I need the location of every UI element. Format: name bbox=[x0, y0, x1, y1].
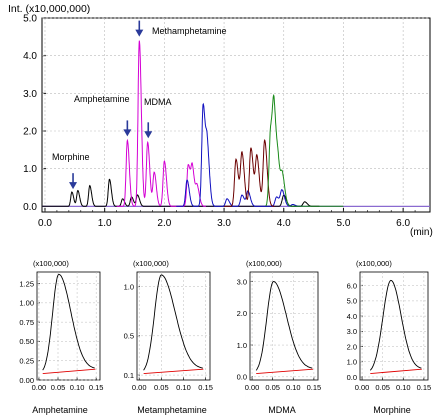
annotation-arrowhead bbox=[69, 182, 78, 190]
inset-x-tick-label: 0.15 bbox=[89, 383, 104, 392]
inset-frame bbox=[136, 271, 211, 381]
inset-compound-label: Morphine bbox=[373, 405, 411, 415]
annotation-label: Morphine bbox=[52, 152, 90, 162]
main-y-axis-label: Int. (x10,000,000) bbox=[8, 3, 90, 15]
inset-x-tick-label: 0.10 bbox=[70, 383, 85, 392]
inset-x-tick-label: 0.15 bbox=[307, 383, 322, 392]
inset-y-tick-label: 6.0 bbox=[347, 281, 357, 290]
inset-x-tick-label: 0.10 bbox=[396, 383, 411, 392]
inset-y-tick-label: 2.0 bbox=[347, 342, 357, 351]
main-plot-frame bbox=[41, 17, 431, 213]
inset-y-tick-label: 0.0 bbox=[347, 373, 357, 382]
inset-y-tick-label: 3.0 bbox=[347, 327, 357, 336]
main-y-tick-label: 5.0 bbox=[23, 14, 37, 25]
main-axes: 0.0 1.0 2.0 3.0 4.0 5.0 0.0 1.0 2.0 3.0 4.0 5.0 6.0 bbox=[23, 14, 431, 229]
inset-compound-label: MDMA bbox=[268, 405, 296, 415]
inset-x-tick-label: 0.05 bbox=[154, 383, 169, 392]
inset-peak-trace bbox=[42, 273, 95, 371]
annotation-arrowhead bbox=[144, 131, 153, 139]
inset-y-tick-label: 1.0 bbox=[237, 341, 247, 350]
inset-chart-4: (x100,000) 0.0 1.0 2.0 3.0 4.0 5.0 6.0 0.00 0.05 0… bbox=[347, 259, 432, 415]
inset-y-tick-label: 0.1 bbox=[124, 371, 134, 380]
inset-x-tick-label: 0.10 bbox=[176, 383, 191, 392]
annotation-label: Methamphetamine bbox=[152, 26, 227, 36]
inset-frame bbox=[249, 271, 319, 381]
main-y-tick-label: 4.0 bbox=[23, 51, 37, 62]
inset-chart-3: (x100,000) 0.0 1.0 2.0 3.0 0.00 0.05 0.10 0.15 MD… bbox=[237, 259, 322, 415]
inset-y-tick-label: 2.0 bbox=[237, 309, 247, 318]
main-chromatogram: Int. (x10,000,000) 0.01.02.03.04.05.00.0… bbox=[8, 3, 433, 238]
main-y-tick-label: 2.0 bbox=[23, 127, 37, 138]
inset-y-tick-label: 1.0 bbox=[347, 358, 357, 367]
inset-x-tick-label: 0.00 bbox=[132, 383, 147, 392]
inset-baseline bbox=[143, 368, 204, 374]
main-trace-3 bbox=[224, 139, 275, 207]
main-trace-2 bbox=[176, 102, 302, 207]
main-x-tick-label: 2.0 bbox=[157, 218, 171, 229]
inset-x-tick-label: 0.15 bbox=[198, 383, 213, 392]
inset-x-tick-label: 0.00 bbox=[355, 383, 370, 392]
main-y-tick-label: 3.0 bbox=[23, 89, 37, 100]
inset-chart-1: (x100,000) 0.00 0.25 0.50 0.75 1.00 1.25 0.00 0.… bbox=[19, 259, 103, 415]
main-trace-group bbox=[42, 40, 430, 207]
inset-x-tick-label: 0.00 bbox=[32, 383, 47, 392]
main-x-unit-label: (min) bbox=[410, 227, 433, 238]
inset-frame bbox=[36, 271, 101, 381]
inset-x-tick-label: 0.05 bbox=[265, 383, 280, 392]
inset-peak-trace bbox=[143, 274, 203, 371]
inset-y-tick-label: 0.5 bbox=[124, 332, 134, 341]
inset-y-scale-label: (x100,000) bbox=[356, 259, 392, 268]
main-x-tick-label: 1.0 bbox=[98, 218, 112, 229]
inset-y-tick-label: 1.00 bbox=[19, 299, 34, 308]
inset-y-scale-label: (x100,000) bbox=[246, 259, 282, 268]
main-trace-4 bbox=[265, 93, 344, 207]
main-x-tick-label: 5.0 bbox=[336, 218, 350, 229]
inset-y-scale-label: (x100,000) bbox=[133, 259, 169, 268]
inset-y-scale-label: (x100,000) bbox=[33, 259, 69, 268]
inset-x-tick-label: 0.05 bbox=[51, 383, 66, 392]
inset-y-tick-label: 4.0 bbox=[347, 312, 357, 321]
main-trace-0 bbox=[42, 178, 320, 207]
annotation-label: MDMA bbox=[144, 97, 172, 107]
inset-y-tick-label: 1.25 bbox=[19, 279, 34, 288]
inset-y-tick-label: 0.0 bbox=[237, 373, 247, 382]
main-y-tick-label: 0.0 bbox=[23, 202, 37, 213]
inset-peak-trace bbox=[255, 281, 313, 371]
main-y-tick-label: 1.0 bbox=[23, 164, 37, 175]
inset-baseline bbox=[370, 368, 422, 374]
inset-chart-2: (x100,000) 0.1 0.5 1.0 0.00 0.05 0.10 0.15 Metam… bbox=[124, 259, 213, 415]
main-x-tick-label: 4.0 bbox=[277, 218, 291, 229]
main-x-tick-label: 0.0 bbox=[38, 218, 52, 229]
inset-x-tick-label: 0.10 bbox=[286, 383, 301, 392]
inset-y-tick-label: 0.75 bbox=[19, 318, 34, 327]
inset-y-tick-label: 0.00 bbox=[19, 376, 34, 385]
inset-compound-label: Metamphetamine bbox=[137, 405, 207, 415]
inset-y-tick-label: 0.50 bbox=[19, 337, 34, 346]
annotation-arrowhead bbox=[123, 129, 132, 137]
inset-x-tick-label: 0.15 bbox=[417, 383, 432, 392]
inset-y-tick-label: 0.25 bbox=[19, 357, 34, 366]
inset-y-tick-label: 5.0 bbox=[347, 297, 357, 306]
annotation-arrowhead bbox=[135, 29, 144, 37]
main-x-tick-label: 6.0 bbox=[396, 218, 410, 229]
inset-frame bbox=[359, 271, 429, 381]
main-trace-1 bbox=[116, 40, 206, 207]
inset-peak-trace bbox=[369, 279, 422, 371]
inset-baseline bbox=[256, 368, 314, 374]
inset-y-tick-label: 1.0 bbox=[124, 283, 134, 292]
inset-x-tick-label: 0.05 bbox=[375, 383, 390, 392]
inset-compound-label: Amphetamine bbox=[32, 405, 88, 415]
inset-x-tick-label: 0.00 bbox=[245, 383, 260, 392]
inset-y-tick-label: 3.0 bbox=[237, 277, 247, 286]
main-annotations: Morphine Amphetamine MDMA Methamphetamine bbox=[52, 20, 227, 190]
main-x-tick-label: 3.0 bbox=[217, 218, 231, 229]
inset-baseline bbox=[42, 368, 96, 374]
inset-peaks: (x100,000)0.000.250.500.751.001.250.00 0.… bbox=[19, 259, 431, 415]
annotation-label: Amphetamine bbox=[74, 94, 130, 104]
